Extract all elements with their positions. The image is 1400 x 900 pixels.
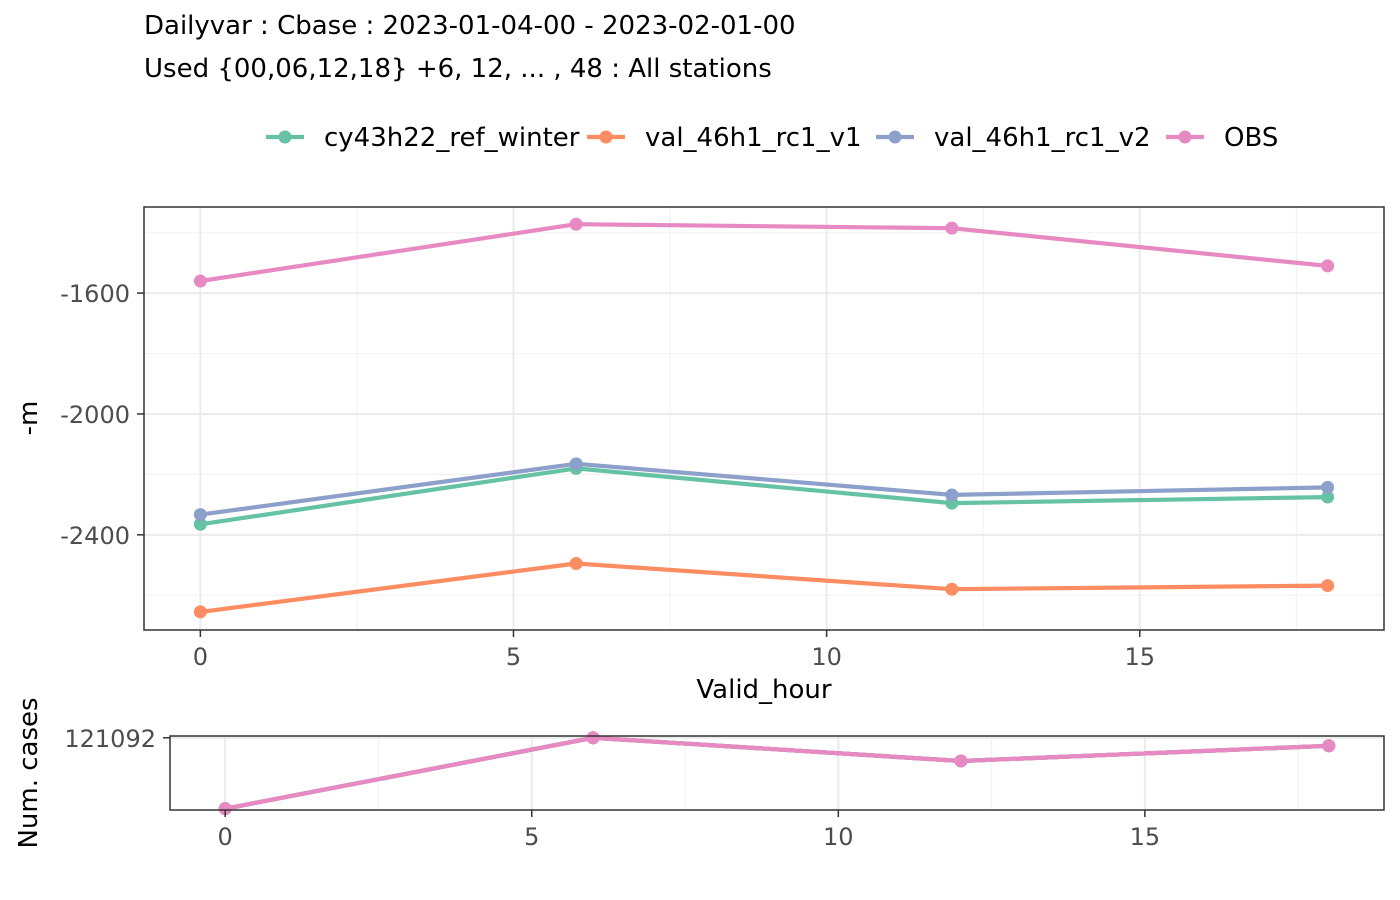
legend-key-point — [599, 130, 613, 144]
p1-x-tick-label: 0 — [218, 823, 233, 851]
p1-x-tick-label: 15 — [1130, 823, 1161, 851]
p0-y-tick-label: -2400 — [60, 522, 130, 550]
p1-series-group — [218, 731, 1336, 816]
p0-x-tick-label: 0 — [193, 643, 208, 671]
legend-label: cy43h22_ref_winter — [324, 123, 580, 153]
legend-label: OBS — [1224, 123, 1278, 153]
p0-point-val-46h1-rc1-v1-x6 — [569, 557, 583, 571]
legend-label: val_46h1_rc1_v1 — [645, 123, 862, 153]
legend-label: val_46h1_rc1_v2 — [934, 123, 1151, 153]
p0-point-val-46h1-rc1-v2-x12 — [945, 488, 959, 502]
p1-y-tick-label: 121092 — [64, 725, 156, 753]
p0-y-axis-title: -m — [14, 401, 44, 436]
legend-key-point — [1178, 130, 1192, 144]
p0-y-tick-label: -2000 — [60, 401, 130, 429]
p0-point-obs-x12 — [945, 221, 959, 235]
p0-point-val-46h1-rc1-v1-x12 — [945, 582, 959, 596]
p0-point-val-46h1-rc1-v1-x0 — [193, 605, 207, 619]
p0-point-val-46h1-rc1-v2-x18 — [1321, 480, 1335, 494]
chart-title: Dailyvar : Cbase : 2023-01-04-00 - 2023-… — [144, 11, 796, 41]
chart-subtitle: Used {00,06,12,18} +6, 12, ... , 48 : Al… — [144, 54, 772, 84]
p1-panel-background — [170, 736, 1384, 810]
p0-series-line-obs — [200, 222, 1328, 284]
p1-y-axis-title: Num. cases — [14, 697, 44, 848]
p1-point-obs-x6 — [586, 731, 600, 745]
p0-point-cy43h22-ref-winter-x18 — [1321, 490, 1335, 504]
p0-point-obs-x0 — [193, 274, 207, 288]
p0-series-line-val-46h1-rc1-v1 — [200, 561, 1328, 614]
p0-x-tick-label: 15 — [1124, 643, 1155, 671]
p1-x-tick-label: 5 — [524, 823, 539, 851]
p0-x-tick-label: 10 — [811, 643, 842, 671]
p1-point-obs-x18 — [1322, 739, 1336, 753]
p1-panel-border — [169, 735, 1385, 811]
p0-series-line-cy43h22-ref-winter — [200, 466, 1328, 527]
legend-item-val-46h1-rc1-v2: val_46h1_rc1_v2 — [876, 123, 1151, 153]
p0-series-group — [193, 217, 1335, 619]
p0-series-line-val-46h1-rc1-v2 — [200, 461, 1328, 517]
legend: cy43h22_ref_winter val_46h1_rc1_v1 val_46h… — [266, 123, 1278, 153]
p1-point-obs-x12 — [954, 754, 968, 768]
p0-x-axis-title: Valid_hour — [696, 675, 832, 705]
p0-panel-background — [144, 207, 1384, 630]
p1-series-line-obs — [224, 735, 1329, 811]
p0-point-val-46h1-rc1-v2-x0 — [193, 508, 207, 522]
legend-key-point — [278, 130, 292, 144]
main-panel: 0 5 10 15 -2400 -2000 -1600 Valid_hour -m — [14, 206, 1385, 705]
p0-point-obs-x6 — [569, 217, 583, 231]
p0-panel-border — [143, 206, 1385, 631]
p0-point-val-46h1-rc1-v2-x6 — [569, 457, 583, 471]
legend-key-point — [888, 130, 902, 144]
p1-point-obs-x0 — [218, 802, 232, 816]
p0-point-obs-x18 — [1321, 259, 1335, 273]
p0-y-tick-label: -1600 — [60, 280, 130, 308]
p0-point-val-46h1-rc1-v1-x18 — [1321, 579, 1335, 593]
count-panel: 0 5 10 15 121092 Num. cases — [14, 697, 1385, 851]
legend-item-val-46h1-rc1-v1: val_46h1_rc1_v1 — [587, 123, 862, 153]
p0-point-cy43h22-ref-winter-x0 — [193, 517, 207, 531]
legend-item-obs: OBS — [1166, 123, 1278, 153]
legend-item-cy43h22-ref-winter: cy43h22_ref_winter — [266, 123, 580, 153]
p0-x-tick-label: 5 — [506, 643, 521, 671]
p1-x-tick-label: 10 — [823, 823, 854, 851]
